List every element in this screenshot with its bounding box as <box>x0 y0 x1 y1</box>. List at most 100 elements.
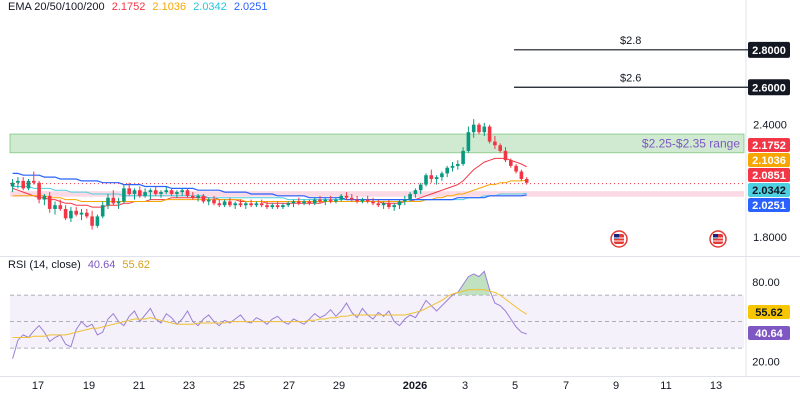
candle[interactable] <box>344 192 349 200</box>
ema-legend[interactable]: EMA 20/50/100/200 2.1752 2.1036 2.0342 2… <box>8 1 272 13</box>
candle[interactable] <box>122 184 126 204</box>
candle[interactable] <box>403 195 407 206</box>
candle[interactable] <box>487 124 492 144</box>
candle[interactable] <box>233 201 237 209</box>
candle[interactable] <box>90 210 94 230</box>
candle[interactable] <box>482 122 487 136</box>
candle[interactable] <box>445 165 449 178</box>
candle[interactable] <box>461 147 465 166</box>
candle[interactable] <box>509 158 513 168</box>
candle[interactable] <box>302 199 306 206</box>
candle[interactable] <box>456 160 460 170</box>
candle[interactable] <box>297 197 301 206</box>
candle[interactable] <box>397 199 402 209</box>
candle[interactable] <box>138 186 142 198</box>
candle[interactable] <box>159 190 163 198</box>
candle[interactable] <box>418 182 423 194</box>
candle[interactable] <box>164 186 169 194</box>
candle[interactable] <box>106 193 110 209</box>
candle[interactable] <box>312 197 317 206</box>
candle[interactable] <box>175 190 179 198</box>
candle[interactable] <box>360 197 365 204</box>
candle[interactable] <box>265 201 269 209</box>
candle[interactable] <box>429 169 434 183</box>
candle[interactable] <box>47 192 52 213</box>
candle[interactable] <box>281 203 285 209</box>
candle[interactable] <box>238 199 243 208</box>
candle[interactable] <box>143 188 147 198</box>
candle[interactable] <box>413 188 418 198</box>
candle[interactable] <box>249 199 253 208</box>
candle[interactable] <box>201 193 206 204</box>
candle[interactable] <box>42 193 47 206</box>
candle[interactable] <box>524 177 529 185</box>
candle[interactable] <box>74 207 78 217</box>
candle[interactable] <box>180 188 184 196</box>
candle[interactable] <box>514 164 518 174</box>
candle[interactable] <box>503 147 508 163</box>
candle[interactable] <box>365 195 370 204</box>
candle[interactable] <box>191 192 195 200</box>
candle[interactable] <box>387 199 391 209</box>
candle[interactable] <box>323 197 328 206</box>
candle[interactable] <box>169 188 174 196</box>
candle[interactable] <box>21 177 25 191</box>
candle[interactable] <box>16 177 20 189</box>
candle[interactable] <box>95 214 100 228</box>
candle[interactable] <box>440 171 444 181</box>
us-flag-icon[interactable] <box>610 230 628 248</box>
candle[interactable] <box>10 178 15 193</box>
candle[interactable] <box>328 195 333 204</box>
event-icons[interactable] <box>610 230 727 248</box>
candle[interactable] <box>79 208 84 221</box>
rsi-legend[interactable]: RSI (14, close) 40.64 55.62 <box>8 259 154 271</box>
candle[interactable] <box>350 193 354 202</box>
candle[interactable] <box>259 199 264 208</box>
candle[interactable] <box>37 180 41 204</box>
candle[interactable] <box>58 199 63 211</box>
candle[interactable] <box>307 199 312 206</box>
candle[interactable] <box>471 119 476 138</box>
candle[interactable] <box>376 199 381 208</box>
candle[interactable] <box>498 143 502 153</box>
candle[interactable] <box>371 197 375 206</box>
candle[interactable] <box>69 207 73 223</box>
candle[interactable] <box>424 173 428 187</box>
candle[interactable] <box>132 188 137 200</box>
candle[interactable] <box>466 126 471 153</box>
candle[interactable] <box>286 201 290 208</box>
candle[interactable] <box>26 178 31 191</box>
candle[interactable] <box>434 175 439 185</box>
candle[interactable] <box>355 195 359 204</box>
price-axis[interactable]: 2.4000 1.8000 2.8000 2.6000 2.1752 2.1036 2.08… <box>748 41 790 244</box>
candle[interactable] <box>381 201 386 209</box>
candle[interactable] <box>334 197 338 204</box>
candle[interactable] <box>222 199 227 208</box>
candle[interactable] <box>32 171 36 185</box>
candle[interactable] <box>392 203 396 211</box>
candle[interactable] <box>244 201 248 209</box>
candle[interactable] <box>275 201 280 209</box>
candle[interactable] <box>318 195 322 204</box>
candle[interactable] <box>493 135 497 150</box>
candle[interactable] <box>100 201 105 219</box>
candle[interactable] <box>53 201 57 215</box>
candle[interactable] <box>477 122 481 135</box>
candle[interactable] <box>254 201 259 208</box>
candle[interactable] <box>127 182 131 196</box>
candle[interactable] <box>111 190 116 206</box>
candle[interactable] <box>408 192 412 202</box>
candle[interactable] <box>206 197 211 206</box>
candle[interactable] <box>85 208 89 219</box>
candle[interactable] <box>228 197 232 208</box>
time-axis[interactable]: 17 19 21 23 25 27 29 2026 3 5 7 9 11 13 <box>0 376 800 393</box>
candle[interactable] <box>212 195 216 206</box>
candle[interactable] <box>63 205 68 221</box>
candle[interactable] <box>153 186 158 196</box>
candle[interactable] <box>116 197 121 209</box>
candle[interactable] <box>185 188 190 198</box>
candle[interactable] <box>148 188 153 200</box>
candle[interactable] <box>450 162 455 172</box>
candle[interactable] <box>196 193 200 202</box>
